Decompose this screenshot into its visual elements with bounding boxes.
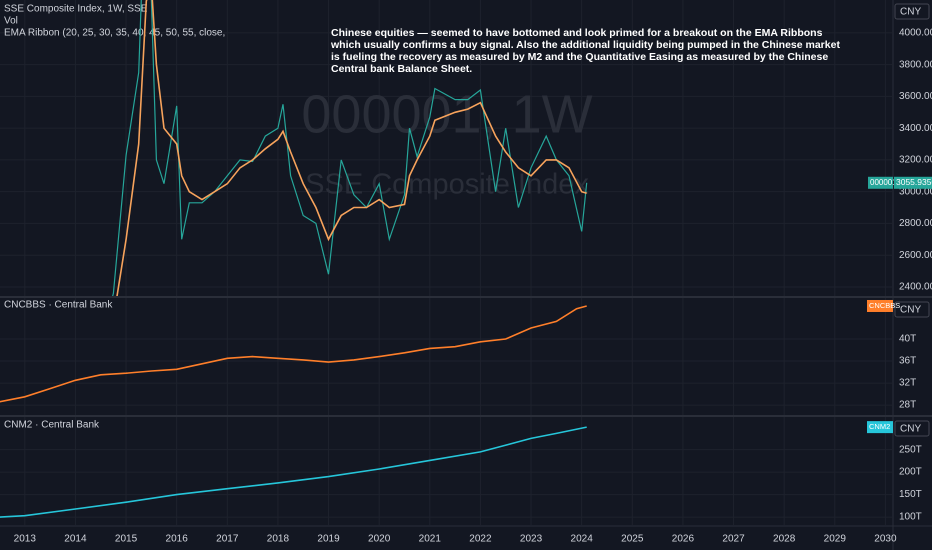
- x-tick-label: 2024: [571, 534, 594, 545]
- series-tag-label: CNCBBS: [869, 301, 900, 310]
- y-tick-label: 28T: [899, 400, 916, 411]
- y-tick-label: 150T: [899, 489, 922, 500]
- x-tick-label: 2016: [166, 534, 189, 545]
- legend-title: SSE Composite Index, 1W, SSE: [4, 4, 148, 15]
- currency-button: [894, 3, 930, 20]
- y-tick-label: 2600.0000: [899, 250, 932, 261]
- y-tick-label: 4000.0000: [899, 28, 932, 39]
- y-tick-label: 250T: [899, 444, 922, 455]
- y-tick-label: 3000.0000: [899, 186, 932, 197]
- indicator-label: EMA Ribbon (20, 25, 30, 35, 40, 45, 50, …: [4, 28, 225, 39]
- x-tick-label: 2029: [824, 534, 847, 545]
- y-tick-label: 3200.0000: [899, 155, 932, 166]
- x-tick-label: 2030: [874, 534, 897, 545]
- x-tick-label: 2022: [469, 534, 492, 545]
- x-tick-label: 2017: [216, 534, 239, 545]
- price-tag-label: 3055.9350: [896, 177, 932, 187]
- symbol-tag: [868, 176, 893, 189]
- watermark: SSE Composite Index: [305, 169, 589, 201]
- x-tick-label: 2020: [368, 534, 391, 545]
- x-tick-label: 2015: [115, 534, 138, 545]
- series-tag: [867, 299, 893, 312]
- y-tick-label: 100T: [899, 512, 922, 523]
- x-tick-label: 2021: [419, 534, 442, 545]
- pane-title: CNCBBS · Central Bank: [4, 300, 113, 311]
- currency-button: [894, 301, 930, 318]
- x-tick-label: 2025: [621, 534, 644, 545]
- series-line: [0, 305, 587, 403]
- series-tag-label: CNM2: [869, 422, 890, 431]
- y-tick-label: 2400.0000: [899, 282, 932, 293]
- series-tag: [867, 421, 893, 434]
- symbol-tag-label: 000001: [870, 178, 897, 187]
- y-tick-label: 32T: [899, 378, 916, 389]
- y-tick-label: 3400.0000: [899, 123, 932, 134]
- x-tick-label: 2028: [773, 534, 796, 545]
- x-tick-label: 2013: [14, 534, 37, 545]
- currency-label: CNY: [900, 7, 921, 18]
- currency-button: [894, 420, 930, 437]
- series-line: [112, 0, 588, 296]
- x-tick-label: 2026: [672, 534, 695, 545]
- indicator-label: Vol: [4, 16, 18, 27]
- annotation: Chinese equities — seemed to have bottom…: [331, 27, 840, 75]
- y-tick-label: 40T: [899, 334, 916, 345]
- x-tick-label: 2018: [267, 534, 290, 545]
- watermark: 000001, 1W: [301, 84, 592, 144]
- series-line: [0, 426, 587, 518]
- pane-title: CNM2 · Central Bank: [4, 420, 100, 431]
- currency-label: CNY: [900, 305, 921, 316]
- price-tag: [894, 176, 932, 189]
- x-tick-label: 2023: [520, 534, 543, 545]
- y-tick-label: 36T: [899, 356, 916, 367]
- x-tick-label: 2014: [64, 534, 87, 545]
- x-tick-label: 2027: [722, 534, 745, 545]
- y-tick-label: 3600.0000: [899, 91, 932, 102]
- series-line: [116, 0, 587, 296]
- y-tick-label: 3800.0000: [899, 59, 932, 70]
- currency-label: CNY: [900, 424, 921, 435]
- x-tick-label: 2019: [317, 534, 340, 545]
- y-tick-label: 200T: [899, 467, 922, 478]
- y-tick-label: 2800.0000: [899, 218, 932, 229]
